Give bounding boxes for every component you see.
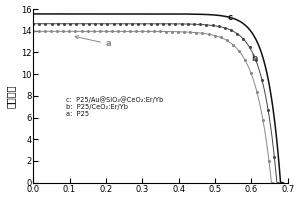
Y-axis label: 电流密度: 电流密度 <box>6 84 16 108</box>
Text: b: b <box>251 54 257 63</box>
Text: a: a <box>75 36 112 48</box>
Text: c:  P25/Au@SiO₂@CeO₂:Er/Yb
b:  P25/CeO₂:Er/Yb
a:  P25: c: P25/Au@SiO₂@CeO₂:Er/Yb b: P25/CeO₂:Er… <box>66 96 164 117</box>
Text: c: c <box>228 13 233 22</box>
